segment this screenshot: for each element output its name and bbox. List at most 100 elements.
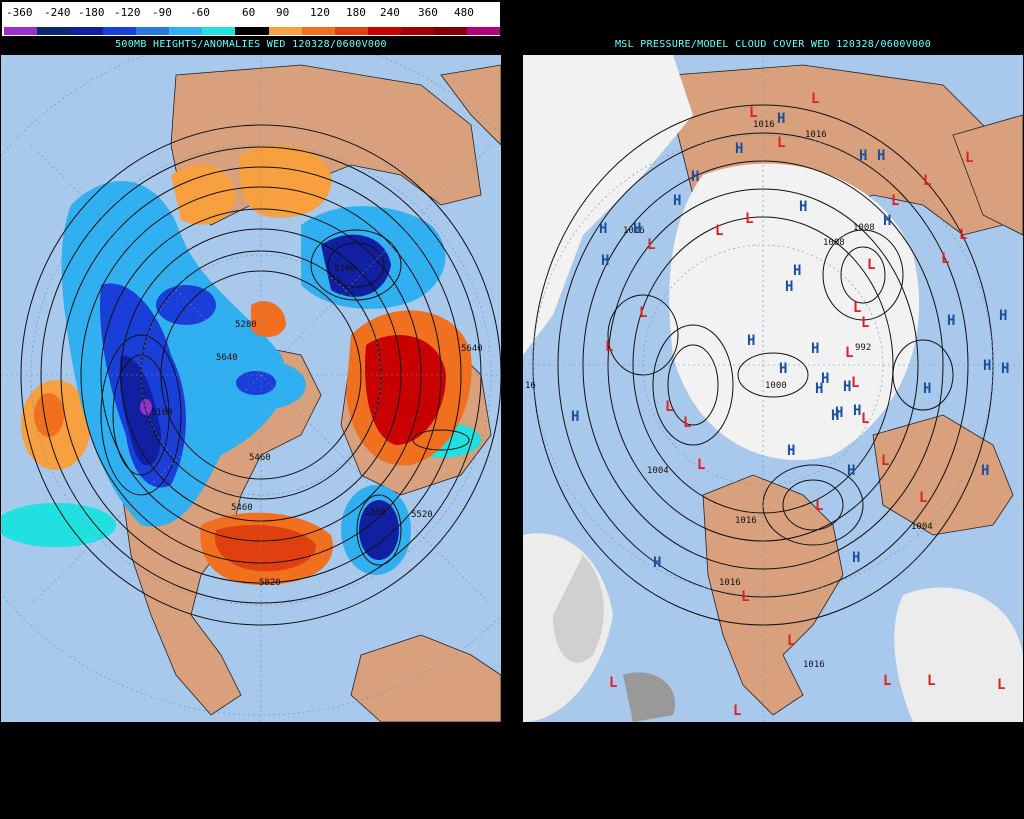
contour-label: 5460 [231, 503, 253, 513]
high-pressure-marker: H [999, 308, 1007, 324]
low-pressure-marker: L [853, 300, 861, 316]
legend-swatch [4, 27, 38, 35]
low-pressure-marker: L [609, 675, 617, 691]
heights-anomaly-map: 5100 5280 5460 5640 5820 5280 5520 5640 … [1, 55, 501, 722]
isobar-label: 1016 [805, 130, 827, 140]
legend-label: -60 [190, 6, 210, 19]
legend-label: 480 [454, 6, 474, 19]
isobar-label: 1016 [803, 660, 825, 670]
anomaly-fields [1, 144, 481, 585]
low-pressure-marker: L [941, 251, 949, 267]
high-pressure-marker: H [779, 361, 787, 377]
isobar-label: 1016 [623, 226, 645, 236]
high-pressure-marker: H [799, 199, 807, 215]
legend-label: -240 [44, 6, 71, 19]
contour-label: 5640 [216, 353, 238, 363]
low-pressure-marker: L [715, 223, 723, 239]
low-pressure-marker: L [891, 193, 899, 209]
legend-swatch [433, 27, 467, 35]
high-pressure-marker: H [793, 263, 801, 279]
cloud-cover [523, 55, 1023, 722]
legend-labels: -360 -240 -180 -120 -90 -60 60 90 120 180 240 360 48… [2, 6, 500, 22]
low-pressure-marker: L [605, 339, 613, 355]
low-pressure-marker: L [959, 227, 967, 243]
legend-label: -360 [6, 6, 33, 19]
legend-swatch [367, 27, 401, 35]
high-pressure-marker: H [852, 550, 860, 566]
contour-label: 5280 [235, 320, 257, 330]
low-pressure-marker: L [745, 211, 753, 227]
isobar-label: 1004 [911, 522, 933, 532]
legend-swatch [235, 27, 269, 35]
low-pressure-marker: L [919, 490, 927, 506]
low-pressure-marker: L [881, 453, 889, 469]
high-pressure-marker: H [571, 409, 579, 425]
high-pressure-marker: H [599, 221, 607, 237]
high-pressure-marker: H [835, 405, 843, 421]
high-pressure-marker: H [981, 463, 989, 479]
low-pressure-marker: L [845, 345, 853, 361]
low-pressure-marker: L [639, 305, 647, 321]
low-pressure-marker: L [749, 105, 757, 121]
high-pressure-marker: H [859, 148, 867, 164]
isobar-label: 992 [855, 343, 871, 353]
high-pressure-marker: H [983, 358, 991, 374]
low-pressure-marker: L [733, 703, 741, 719]
high-pressure-marker: H [735, 141, 743, 157]
isobar-label: 1016 [719, 578, 741, 588]
low-pressure-marker: L [997, 677, 1005, 693]
high-pressure-marker: H [947, 313, 955, 329]
low-pressure-marker: L [787, 633, 795, 649]
high-pressure-marker: H [787, 443, 795, 459]
legend-label: 120 [310, 6, 330, 19]
legend-label: 60 [242, 6, 256, 19]
contour-label: 5280 [364, 508, 386, 518]
high-pressure-marker: H [843, 379, 851, 395]
low-pressure-marker: L [683, 415, 691, 431]
legend-swatch [466, 27, 500, 35]
high-pressure-marker: H [821, 371, 829, 387]
low-pressure-marker: L [697, 457, 705, 473]
low-pressure-marker: L [811, 91, 819, 107]
contour-label: 5100 [334, 264, 356, 274]
high-pressure-marker: H [923, 381, 931, 397]
high-pressure-marker: H [847, 463, 855, 479]
low-pressure-marker: L [861, 315, 869, 331]
high-pressure-marker: H [601, 253, 609, 269]
high-pressure-marker: H [883, 213, 891, 229]
legend-label: 90 [276, 6, 290, 19]
low-pressure-marker: L [927, 673, 935, 689]
legend-label: -120 [114, 6, 141, 19]
low-pressure-marker: L [851, 375, 859, 391]
low-pressure-marker: L [867, 257, 875, 273]
graticule [523, 55, 1023, 722]
contour-label: 5520 [411, 510, 433, 520]
contour-label: 5460 [249, 453, 271, 463]
legend-swatch [400, 27, 434, 35]
high-pressure-marker: H [633, 221, 641, 237]
left-panel-title: 500MB HEIGHTS/ANOMALIES WED 120328/0600V… [115, 39, 387, 50]
contour-label: 5640 [461, 344, 483, 354]
isobar-label: 1008 [823, 238, 845, 248]
high-pressure-marker: H [777, 111, 785, 127]
legend-swatch [169, 27, 203, 35]
low-pressure-marker: L [647, 237, 655, 253]
high-pressure-marker: H [785, 279, 793, 295]
high-pressure-marker: H [1001, 361, 1009, 377]
isobar-label: 1016 [735, 516, 757, 526]
low-pressure-marker: L [883, 673, 891, 689]
panel-divider [502, 0, 522, 819]
heights-anomaly-panel: -360 -240 -180 -120 -90 -60 60 90 120 180 240 360 48… [0, 0, 502, 819]
legend-swatch [301, 27, 335, 35]
anomaly-color-legend: -360 -240 -180 -120 -90 -60 60 90 120 180 240 360 48… [2, 2, 500, 36]
high-pressure-marker: H [815, 381, 823, 397]
msl-pressure-panel: MSL PRESSURE/MODEL CLOUD COVER WED 12032… [522, 0, 1024, 819]
legend-label: -90 [152, 6, 172, 19]
low-pressure-marker: L [741, 589, 749, 605]
legend-label: 240 [380, 6, 400, 19]
low-pressure-marker: L [665, 399, 673, 415]
low-pressure-marker: L [965, 150, 973, 166]
contour-label: 5100 [151, 408, 173, 418]
high-pressure-marker: H [853, 403, 861, 419]
